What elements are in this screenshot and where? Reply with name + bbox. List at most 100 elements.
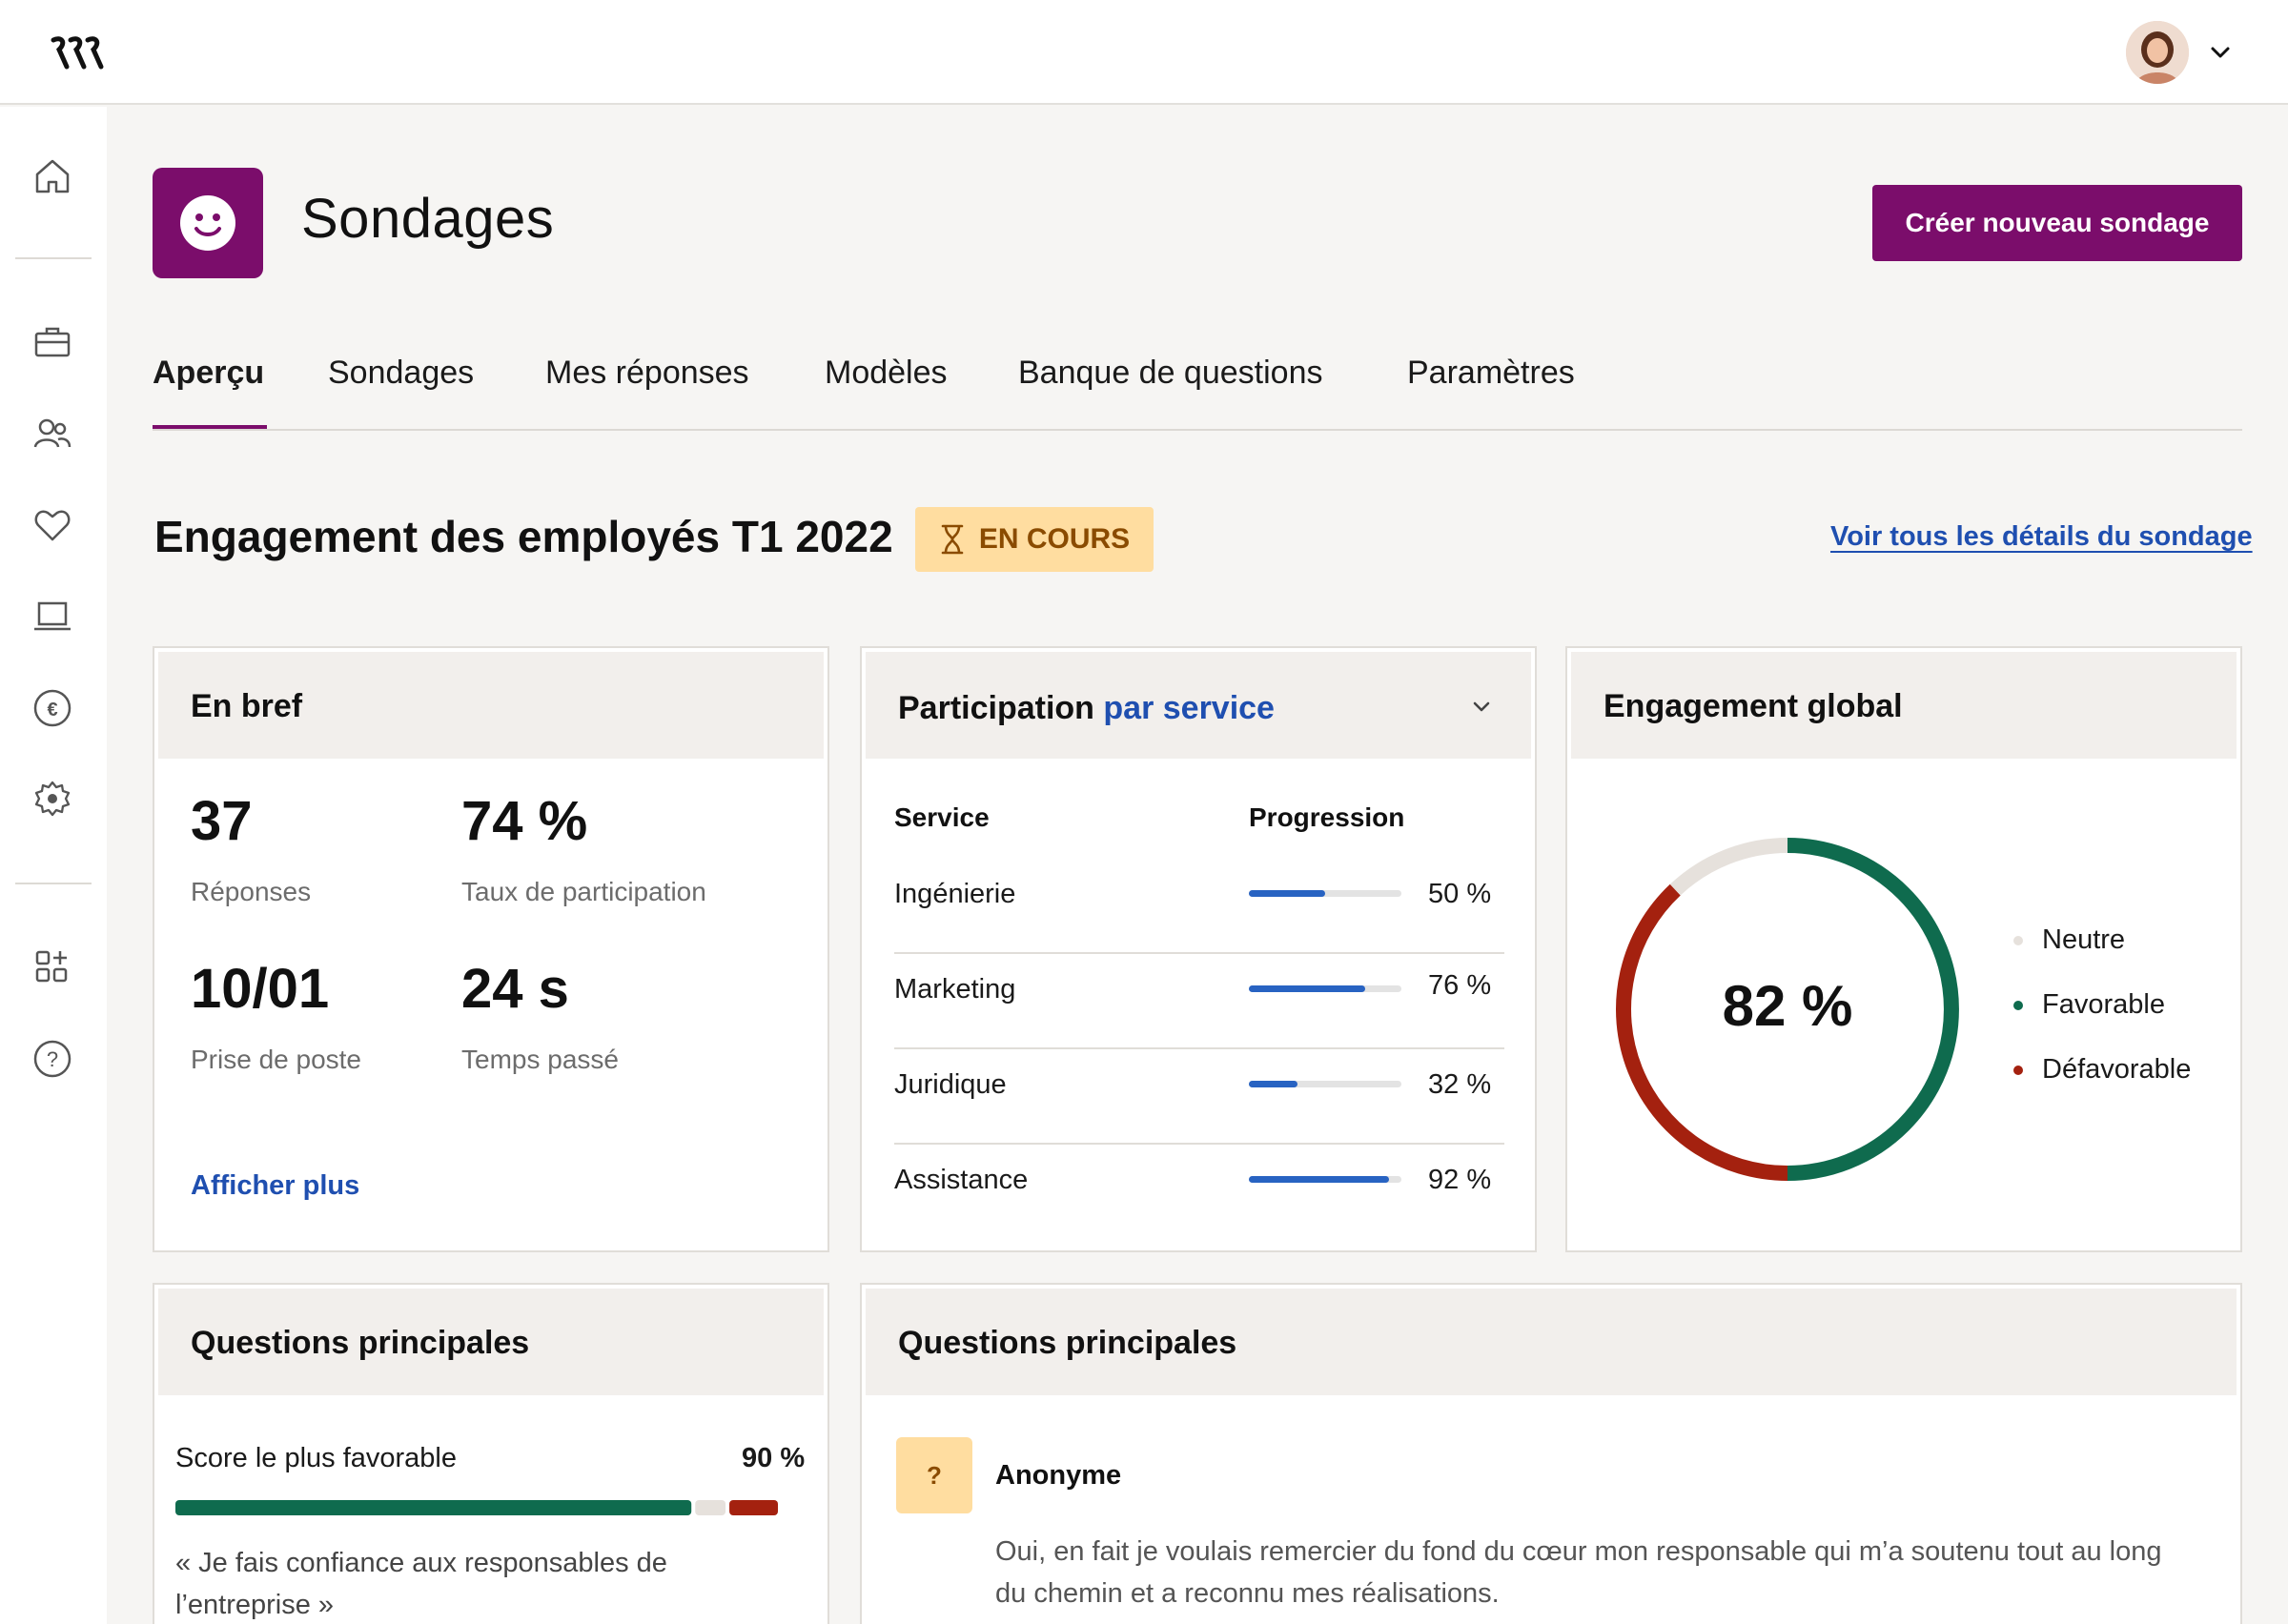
score-bar-unfavorable bbox=[729, 1500, 778, 1515]
summary-card: En bref 37 Réponses 74 % Taux de partici… bbox=[153, 646, 829, 1252]
progress-percent: 32 % bbox=[1428, 1069, 1492, 1100]
create-survey-button[interactable]: Créer nouveau sondage bbox=[1872, 185, 2242, 261]
donut-segment-favorable bbox=[1787, 838, 1959, 1181]
legend-dot bbox=[2013, 1065, 2023, 1075]
engagement-donut-chart: 82 % bbox=[1616, 838, 1959, 1181]
participation-rate-label: Taux de participation bbox=[461, 877, 706, 906]
show-more-link[interactable]: Afficher plus bbox=[191, 1170, 360, 1201]
legend-label: Favorable bbox=[2042, 989, 2165, 1020]
time-spent-label: Temps passé bbox=[461, 1045, 619, 1074]
tab-overview[interactable]: Aperçu bbox=[153, 355, 265, 391]
gear-icon[interactable] bbox=[29, 776, 76, 823]
status-badge: EN COURS bbox=[915, 507, 1154, 572]
progress-fill bbox=[1249, 890, 1325, 897]
smiley-icon bbox=[180, 195, 235, 251]
score-bar-favorable bbox=[175, 1500, 692, 1515]
chevron-down-icon[interactable] bbox=[2206, 38, 2235, 67]
engagement-center-value: 82 % bbox=[1723, 974, 1853, 1038]
card-title: Engagement global bbox=[1604, 688, 1903, 724]
legend-item-unfavorable: Défavorable bbox=[2013, 1054, 2191, 1086]
donut-segments bbox=[1616, 838, 1959, 1181]
card-header: Questions principales bbox=[158, 1289, 824, 1395]
tab-templates[interactable]: Modèles bbox=[825, 355, 948, 391]
progress-bar bbox=[1249, 985, 1401, 992]
donut-segment-défavorable bbox=[1616, 883, 1788, 1181]
sidebar-divider bbox=[15, 883, 92, 884]
tab-bar: Aperçu Sondages Mes réponses Modèles Ban… bbox=[153, 349, 2242, 431]
sidebar: € ? bbox=[0, 107, 107, 1624]
onboarding-value: 10/01 bbox=[191, 958, 330, 1020]
tab-surveys[interactable]: Sondages bbox=[328, 355, 475, 391]
legend-label: Neutre bbox=[2042, 924, 2126, 955]
donut-segment-neutre bbox=[1669, 838, 1788, 896]
progress-fill bbox=[1249, 985, 1365, 992]
hourglass-icon bbox=[941, 524, 964, 555]
legend-dot bbox=[2013, 1000, 2023, 1010]
time-spent-value: 24 s bbox=[461, 958, 569, 1020]
top-questions-card: Questions principales Score le plus favo… bbox=[153, 1283, 829, 1624]
chevron-down-icon[interactable] bbox=[1468, 694, 1495, 721]
surveys-app-icon bbox=[153, 168, 263, 278]
svg-text:?: ? bbox=[47, 1047, 58, 1071]
participation-rate-value: 74 % bbox=[461, 790, 588, 852]
score-bar bbox=[175, 1500, 778, 1515]
top-comments-card: Questions principales ? Anonyme Oui, en … bbox=[860, 1283, 2242, 1624]
survey-details-link[interactable]: Voir tous les détails du sondage bbox=[1830, 521, 2253, 552]
anonymous-avatar: ? bbox=[896, 1437, 972, 1513]
service-name: Marketing bbox=[894, 974, 1016, 1005]
progress-bar bbox=[1249, 1176, 1401, 1183]
table-row: Marketing 76 % bbox=[894, 953, 1504, 1049]
svg-text:€: € bbox=[47, 700, 57, 721]
table-row: Assistance 92 % bbox=[894, 1144, 1504, 1239]
card-header[interactable]: Participation par service bbox=[866, 652, 1531, 759]
comment-author: Anonyme bbox=[995, 1460, 1122, 1491]
group-by-selector[interactable]: par service bbox=[1103, 690, 1275, 726]
home-icon[interactable] bbox=[29, 152, 76, 200]
user-avatar[interactable] bbox=[2126, 21, 2189, 84]
service-name: Juridique bbox=[894, 1069, 1007, 1100]
column-header-service: Service bbox=[894, 802, 990, 832]
legend-item-favorable: Favorable bbox=[2013, 989, 2165, 1021]
score-label: Score le plus favorable bbox=[175, 1443, 457, 1473]
responses-value: 37 bbox=[191, 790, 253, 852]
status-text: EN COURS bbox=[978, 523, 1131, 555]
tab-my-responses[interactable]: Mes réponses bbox=[545, 355, 749, 391]
progress-percent: 92 % bbox=[1428, 1165, 1492, 1195]
euro-icon[interactable]: € bbox=[29, 684, 76, 732]
people-icon[interactable] bbox=[29, 410, 76, 457]
tab-settings[interactable]: Paramètres bbox=[1407, 355, 1575, 391]
onboarding-label: Prise de poste bbox=[191, 1045, 361, 1074]
responses-label: Réponses bbox=[191, 877, 312, 906]
briefcase-icon[interactable] bbox=[29, 318, 76, 366]
progress-fill bbox=[1249, 1081, 1298, 1087]
page-title: Sondages bbox=[301, 188, 555, 250]
card-title: Questions principales bbox=[191, 1325, 530, 1361]
survey-title: Engagement des employés T1 2022 bbox=[154, 512, 893, 561]
table-row: Juridique 32 % bbox=[894, 1048, 1504, 1145]
tab-question-bank[interactable]: Banque de questions bbox=[1018, 355, 1323, 391]
laptop-icon[interactable] bbox=[29, 593, 76, 640]
card-title-main: Participation bbox=[898, 690, 1094, 726]
top-bar bbox=[0, 0, 2288, 105]
progress-fill bbox=[1249, 1176, 1390, 1183]
active-tab-indicator bbox=[153, 425, 267, 429]
help-icon[interactable]: ? bbox=[29, 1035, 76, 1083]
brand-logo[interactable] bbox=[50, 32, 107, 72]
legend-label: Défavorable bbox=[2042, 1054, 2192, 1085]
heart-icon[interactable] bbox=[29, 501, 76, 549]
apps-add-icon[interactable] bbox=[29, 944, 76, 991]
progress-bar bbox=[1249, 1081, 1401, 1087]
service-name: Assistance bbox=[894, 1165, 1029, 1195]
legend-item-neutral: Neutre bbox=[2013, 924, 2125, 956]
progress-percent: 50 % bbox=[1428, 879, 1492, 909]
row-divider bbox=[894, 1047, 1504, 1049]
card-title: En bref bbox=[191, 688, 303, 724]
legend-dot bbox=[2013, 935, 2023, 945]
participation-card: Participation par service Service Progre… bbox=[860, 646, 1537, 1252]
progress-bar bbox=[1249, 890, 1401, 897]
card-header: En bref bbox=[158, 652, 824, 759]
sidebar-divider bbox=[15, 257, 92, 259]
card-header: Questions principales bbox=[866, 1289, 2237, 1395]
card-title: Participation par service bbox=[898, 690, 1275, 727]
card-title: Questions principales bbox=[898, 1325, 1237, 1361]
